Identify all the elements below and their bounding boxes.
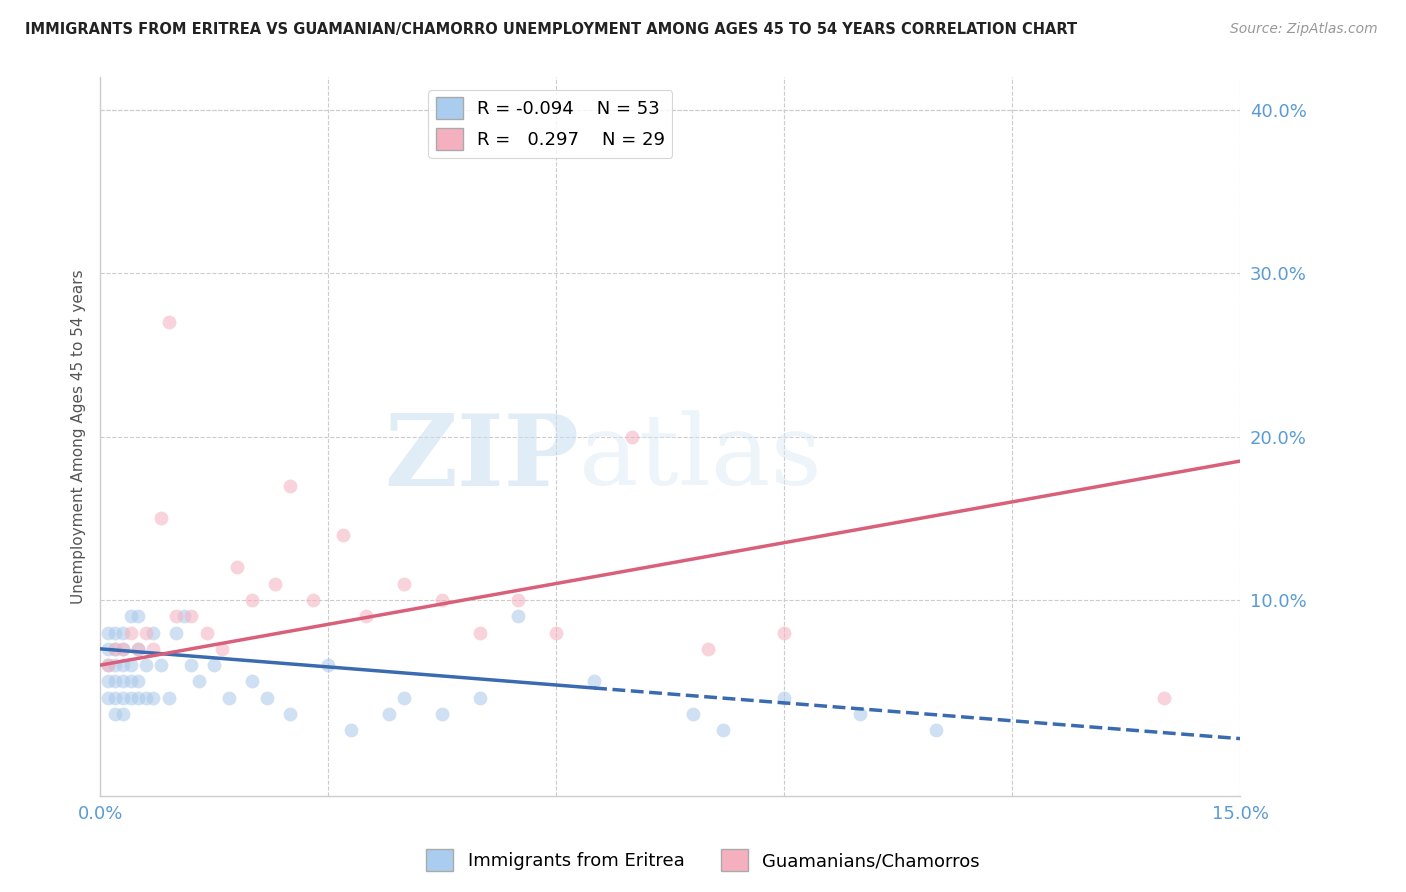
Point: [104, 707, 127, 722]
Point: [430, 707, 453, 722]
Point: [97, 674, 120, 689]
Point: [187, 674, 209, 689]
Point: [135, 690, 157, 705]
Point: [157, 315, 180, 329]
Point: [849, 707, 872, 722]
Point: [264, 576, 287, 591]
Point: [506, 592, 529, 607]
Point: [127, 609, 149, 624]
Point: [711, 723, 734, 738]
Point: [120, 658, 142, 673]
Point: [1153, 690, 1175, 705]
Legend: Immigrants from Eritrea, Guamanians/Chamorros: Immigrants from Eritrea, Guamanians/Cham…: [419, 842, 987, 879]
Point: [157, 690, 180, 705]
Point: [127, 674, 149, 689]
Point: [142, 641, 165, 656]
Point: [240, 592, 263, 607]
Point: [111, 658, 134, 673]
Point: [468, 625, 491, 640]
Point: [392, 576, 415, 591]
Point: [97, 658, 120, 673]
Point: [149, 511, 172, 525]
Point: [218, 690, 240, 705]
Point: [149, 658, 172, 673]
Point: [104, 674, 127, 689]
Point: [111, 707, 134, 722]
Point: [202, 658, 225, 673]
Text: atlas: atlas: [579, 410, 821, 506]
Point: [682, 707, 704, 722]
Point: [111, 690, 134, 705]
Point: [120, 690, 142, 705]
Point: [180, 658, 202, 673]
Point: [583, 674, 606, 689]
Point: [468, 690, 491, 705]
Point: [142, 625, 165, 640]
Point: [240, 674, 263, 689]
Point: [546, 625, 568, 640]
Point: [195, 625, 218, 640]
Point: [773, 690, 796, 705]
Point: [278, 478, 301, 492]
Point: [104, 641, 127, 656]
Y-axis label: Unemployment Among Ages 45 to 54 years: Unemployment Among Ages 45 to 54 years: [72, 269, 86, 604]
Point: [111, 641, 134, 656]
Point: [430, 592, 453, 607]
Point: [165, 609, 187, 624]
Point: [378, 707, 401, 722]
Point: [621, 429, 644, 443]
Point: [104, 690, 127, 705]
Point: [97, 641, 120, 656]
Point: [142, 690, 165, 705]
Point: [211, 641, 233, 656]
Point: [97, 658, 120, 673]
Point: [127, 641, 149, 656]
Point: [278, 707, 301, 722]
Text: Source: ZipAtlas.com: Source: ZipAtlas.com: [1230, 22, 1378, 37]
Point: [111, 625, 134, 640]
Point: [97, 625, 120, 640]
Point: [697, 641, 720, 656]
Point: [165, 625, 187, 640]
Point: [316, 658, 339, 673]
Point: [127, 641, 149, 656]
Point: [173, 609, 195, 624]
Point: [120, 674, 142, 689]
Point: [925, 723, 948, 738]
Point: [354, 609, 377, 624]
Point: [256, 690, 278, 705]
Point: [135, 658, 157, 673]
Point: [120, 625, 142, 640]
Text: ZIP: ZIP: [384, 409, 579, 507]
Point: [111, 674, 134, 689]
Point: [302, 592, 325, 607]
Point: [180, 609, 202, 624]
Point: [127, 690, 149, 705]
Point: [111, 641, 134, 656]
Point: [506, 609, 529, 624]
Point: [340, 723, 363, 738]
Point: [104, 658, 127, 673]
Point: [135, 625, 157, 640]
Point: [97, 690, 120, 705]
Point: [120, 609, 142, 624]
Point: [392, 690, 415, 705]
Point: [773, 625, 796, 640]
Point: [104, 625, 127, 640]
Point: [104, 641, 127, 656]
Point: [226, 560, 249, 574]
Point: [332, 527, 354, 541]
Legend: R = -0.094    N = 53, R =   0.297    N = 29: R = -0.094 N = 53, R = 0.297 N = 29: [429, 90, 672, 158]
Text: IMMIGRANTS FROM ERITREA VS GUAMANIAN/CHAMORRO UNEMPLOYMENT AMONG AGES 45 TO 54 Y: IMMIGRANTS FROM ERITREA VS GUAMANIAN/CHA…: [25, 22, 1077, 37]
